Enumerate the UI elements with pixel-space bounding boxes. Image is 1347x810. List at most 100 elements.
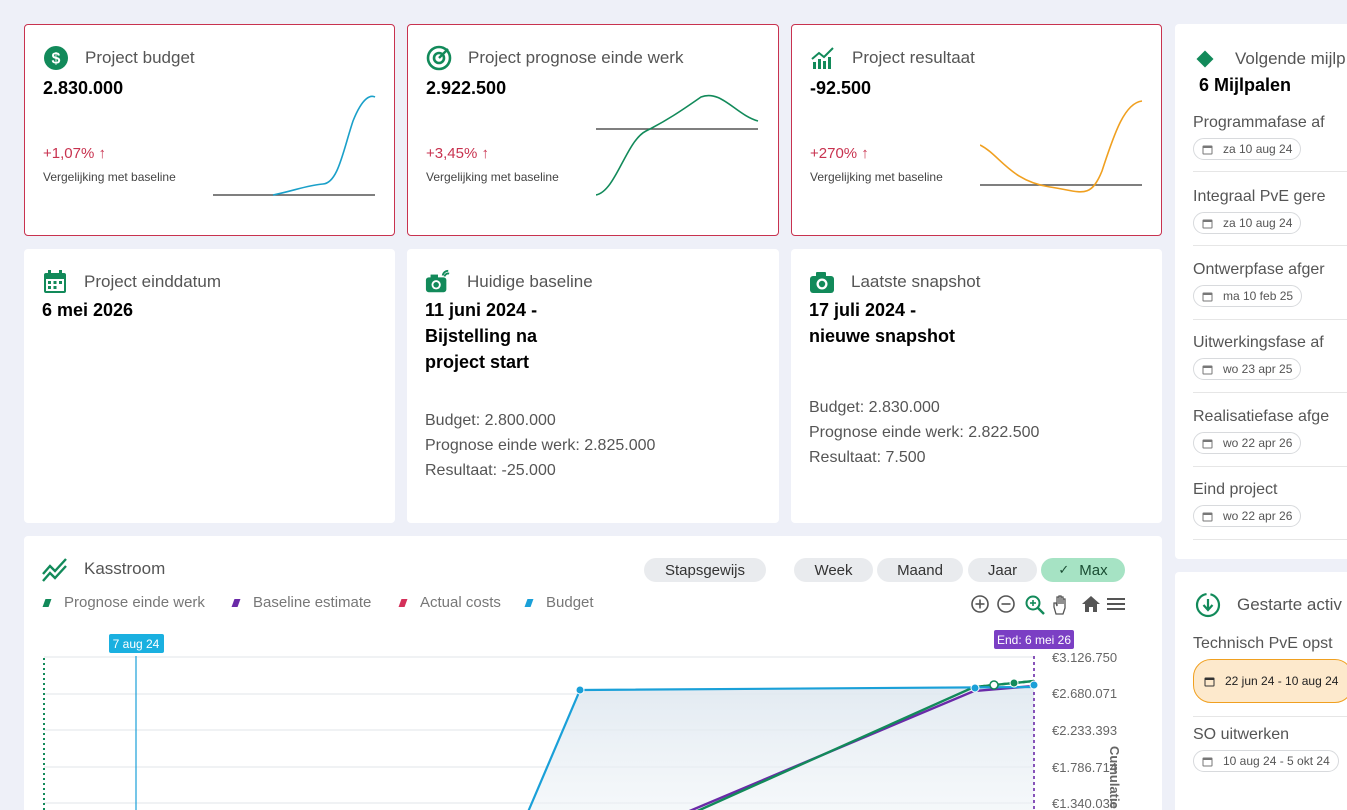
- legend-baseline[interactable]: Baseline estimate: [231, 594, 371, 611]
- activity-date-chip: 10 aug 24 - 5 okt 24: [1193, 750, 1339, 772]
- divider: [1193, 171, 1347, 172]
- snapshot-result: Resultaat: 7.500: [809, 449, 926, 466]
- range-month-button[interactable]: Maand: [877, 558, 963, 582]
- milestone-item[interactable]: Integraal PvE gere za 10 aug 24: [1193, 188, 1347, 234]
- end-date-card: Project einddatum 6 mei 2026: [24, 249, 395, 523]
- zoom-out-icon[interactable]: [996, 594, 1016, 614]
- card-header: Laatste snapshot: [809, 269, 980, 295]
- budget-point: [970, 683, 980, 693]
- kpi-card-forecast: Project prognose einde werk 2.922.500 +3…: [407, 24, 779, 236]
- baseline-result: Resultaat: -25.000: [425, 462, 556, 479]
- legend-marker: [524, 598, 534, 607]
- snapshot-budget: Budget: 2.830.000: [809, 399, 940, 416]
- svg-text:$: $: [52, 51, 61, 68]
- kpi-card-budget: $ Project budget 2.830.000 +1,07% ↑ Verg…: [24, 24, 395, 236]
- pan-hand-icon[interactable]: [1050, 594, 1072, 616]
- menu-icon[interactable]: [1106, 594, 1126, 614]
- card-header: Huidige baseline: [425, 269, 593, 295]
- milestone-item[interactable]: Programmafase af za 10 aug 24: [1193, 114, 1347, 160]
- diamond-icon: [1196, 50, 1214, 68]
- milestone-item[interactable]: Eind project wo 22 apr 26: [1193, 481, 1347, 527]
- card-title: Volgende mijlp: [1235, 49, 1346, 68]
- legend-budget[interactable]: Budget: [524, 594, 594, 611]
- card-header: Kasstroom: [42, 556, 165, 582]
- range-week-button[interactable]: Week: [794, 558, 873, 582]
- card-title: Project einddatum: [84, 272, 222, 291]
- snapshot-details: Budget: 2.830.000 Prognose einde werk: 2…: [809, 395, 1039, 470]
- camera-sync-icon: [425, 269, 451, 295]
- divider: [1193, 319, 1347, 320]
- divider: [1193, 392, 1347, 393]
- y-tick-label: €1.340.036: [1052, 796, 1118, 810]
- card-title: Kasstroom: [84, 559, 166, 578]
- kpi-compare-label: Vergelijking met baseline: [426, 170, 559, 184]
- divider: [1193, 245, 1347, 246]
- milestones-count: 6 Mijlpalen: [1199, 75, 1292, 95]
- end-marker-label: End: 6 mei 26: [997, 633, 1071, 647]
- range-max-button[interactable]: ✓ Max: [1041, 558, 1125, 582]
- target-icon: [426, 45, 452, 71]
- range-year-button[interactable]: Jaar: [968, 558, 1037, 582]
- trend-chart-icon: [810, 45, 836, 71]
- calendar-icon: [1202, 756, 1213, 767]
- milestone-date-chip: wo 22 apr 26: [1193, 432, 1302, 454]
- snapshot-name: 17 juli 2024 - nieuwe snapshot: [809, 300, 956, 346]
- reset-home-icon[interactable]: [1080, 594, 1102, 614]
- calendar-icon: [1202, 218, 1213, 229]
- legend-marker: [42, 598, 52, 607]
- card-header: Gestarte activ: [1195, 592, 1342, 618]
- baseline-budget: Budget: 2.800.000: [425, 412, 556, 429]
- kpi-title: Project prognose einde werk: [468, 48, 684, 67]
- calendar-icon: [1202, 144, 1213, 155]
- baseline-card: Huidige baseline 11 juni 2024 - Bijstell…: [407, 249, 779, 523]
- kpi-header: Project prognose einde werk: [426, 45, 683, 71]
- end-date-value: 6 mei 2026: [42, 300, 134, 320]
- kpi-change: +3,45% ↑: [426, 145, 489, 162]
- milestone-date-chip: za 10 aug 24: [1193, 138, 1302, 160]
- forecast-point: [989, 680, 999, 690]
- kpi-card-result: Project resultaat -92.500 +270% ↑ Vergel…: [791, 24, 1162, 236]
- y-tick-label: €2.233.393: [1052, 723, 1118, 738]
- calendar-icon: [1204, 676, 1215, 687]
- dollar-circle-icon: $: [43, 45, 69, 71]
- milestone-date-chip: za 10 aug 24: [1193, 212, 1302, 234]
- snapshot-forecast: Prognose einde werk: 2.822.500: [809, 424, 1040, 441]
- milestone-item[interactable]: Ontwerpfase afger ma 10 feb 25: [1193, 261, 1347, 307]
- kpi-header: Project resultaat: [810, 45, 975, 71]
- kpi-compare-label: Vergelijking met baseline: [43, 170, 176, 184]
- legend-marker: [231, 598, 241, 607]
- activity-item[interactable]: SO uitwerken 10 aug 24 - 5 okt 24: [1193, 726, 1347, 772]
- stepwise-toggle[interactable]: Stapsgewijs: [644, 558, 766, 582]
- divider: [1193, 466, 1347, 467]
- milestones-card: Volgende mijlp 6 Mijlpalen Programmafase…: [1175, 24, 1347, 559]
- cashflow-card: Kasstroom Stapsgewijs Week Maand Jaar ✓ …: [24, 536, 1162, 810]
- download-circle-icon: [1195, 592, 1221, 618]
- kpi-title: Project resultaat: [852, 48, 975, 67]
- milestone-item[interactable]: Realisatiefase afge wo 22 apr 26: [1193, 408, 1347, 454]
- kpi-value: 2.922.500: [426, 78, 507, 98]
- result-sparkline: [980, 100, 1143, 193]
- zoom-selection-icon[interactable]: [1024, 594, 1046, 616]
- activity-date-chip: 22 jun 24 - 10 aug 24: [1193, 659, 1347, 703]
- legend-actual-costs[interactable]: Actual costs: [398, 594, 501, 611]
- card-header: Volgende mijlp: [1196, 49, 1346, 69]
- zoom-in-icon[interactable]: [970, 594, 990, 614]
- kpi-change: +270% ↑: [810, 145, 869, 162]
- activity-item[interactable]: Technisch PvE opst 22 jun 24 - 10 aug 24: [1193, 635, 1347, 703]
- camera-icon: [809, 269, 835, 295]
- milestone-date-chip: wo 22 apr 26: [1193, 505, 1302, 527]
- baseline-name: 11 juni 2024 - Bijstelling na project st…: [425, 300, 538, 372]
- card-title: Huidige baseline: [467, 272, 593, 291]
- series-forecast-dashed: [973, 679, 1035, 689]
- card-header: Project einddatum: [42, 269, 221, 295]
- check-icon: ✓: [1058, 562, 1070, 577]
- kpi-value: -92.500: [810, 78, 872, 98]
- calendar-icon: [1202, 364, 1213, 375]
- card-title: Laatste snapshot: [851, 272, 981, 291]
- legend-forecast[interactable]: Prognose einde werk: [42, 594, 205, 611]
- activities-card: Gestarte activ Technisch PvE opst 22 jun…: [1175, 572, 1347, 810]
- y-tick-label: €2.680.071: [1052, 686, 1118, 701]
- milestone-item[interactable]: Uitwerkingsfase af wo 23 apr 25: [1193, 334, 1347, 380]
- today-marker-label-bg: [109, 634, 164, 653]
- end-marker-label-bg: [994, 630, 1074, 649]
